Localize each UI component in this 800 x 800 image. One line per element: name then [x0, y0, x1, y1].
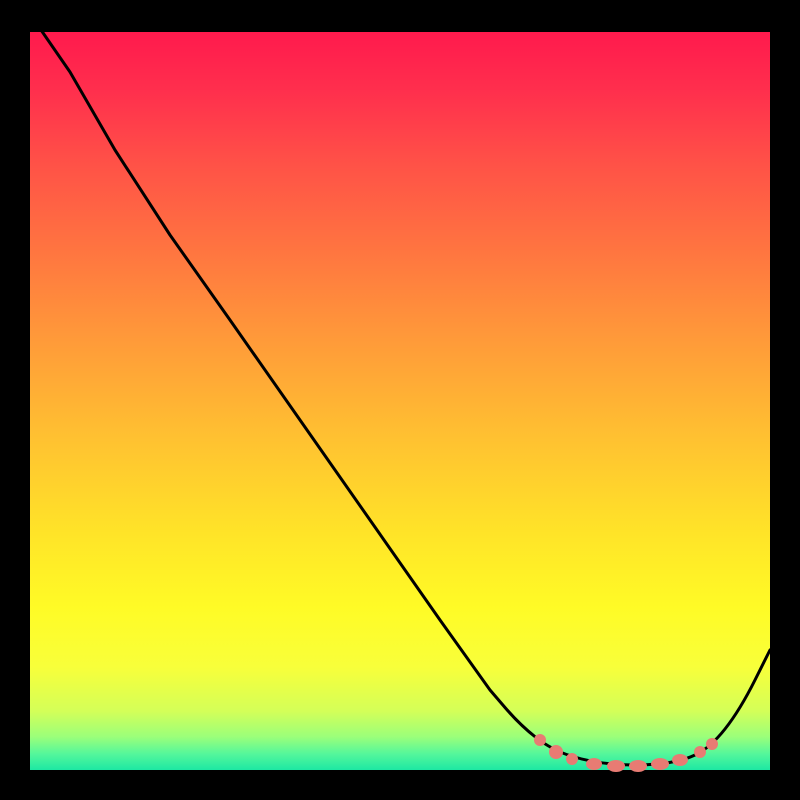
curve-marker [672, 754, 688, 766]
curve-marker [549, 745, 563, 759]
chart-container: TheBottlenecker.com [0, 0, 800, 800]
curve-marker [706, 738, 718, 750]
curve-marker [586, 758, 602, 770]
curve-marker [694, 746, 706, 758]
curve-marker [651, 758, 669, 770]
bottleneck-chart [0, 0, 800, 800]
curve-marker [566, 753, 578, 765]
curve-marker [629, 760, 647, 772]
chart-gradient-background [30, 32, 770, 770]
curve-marker [534, 734, 546, 746]
curve-marker [607, 760, 625, 772]
